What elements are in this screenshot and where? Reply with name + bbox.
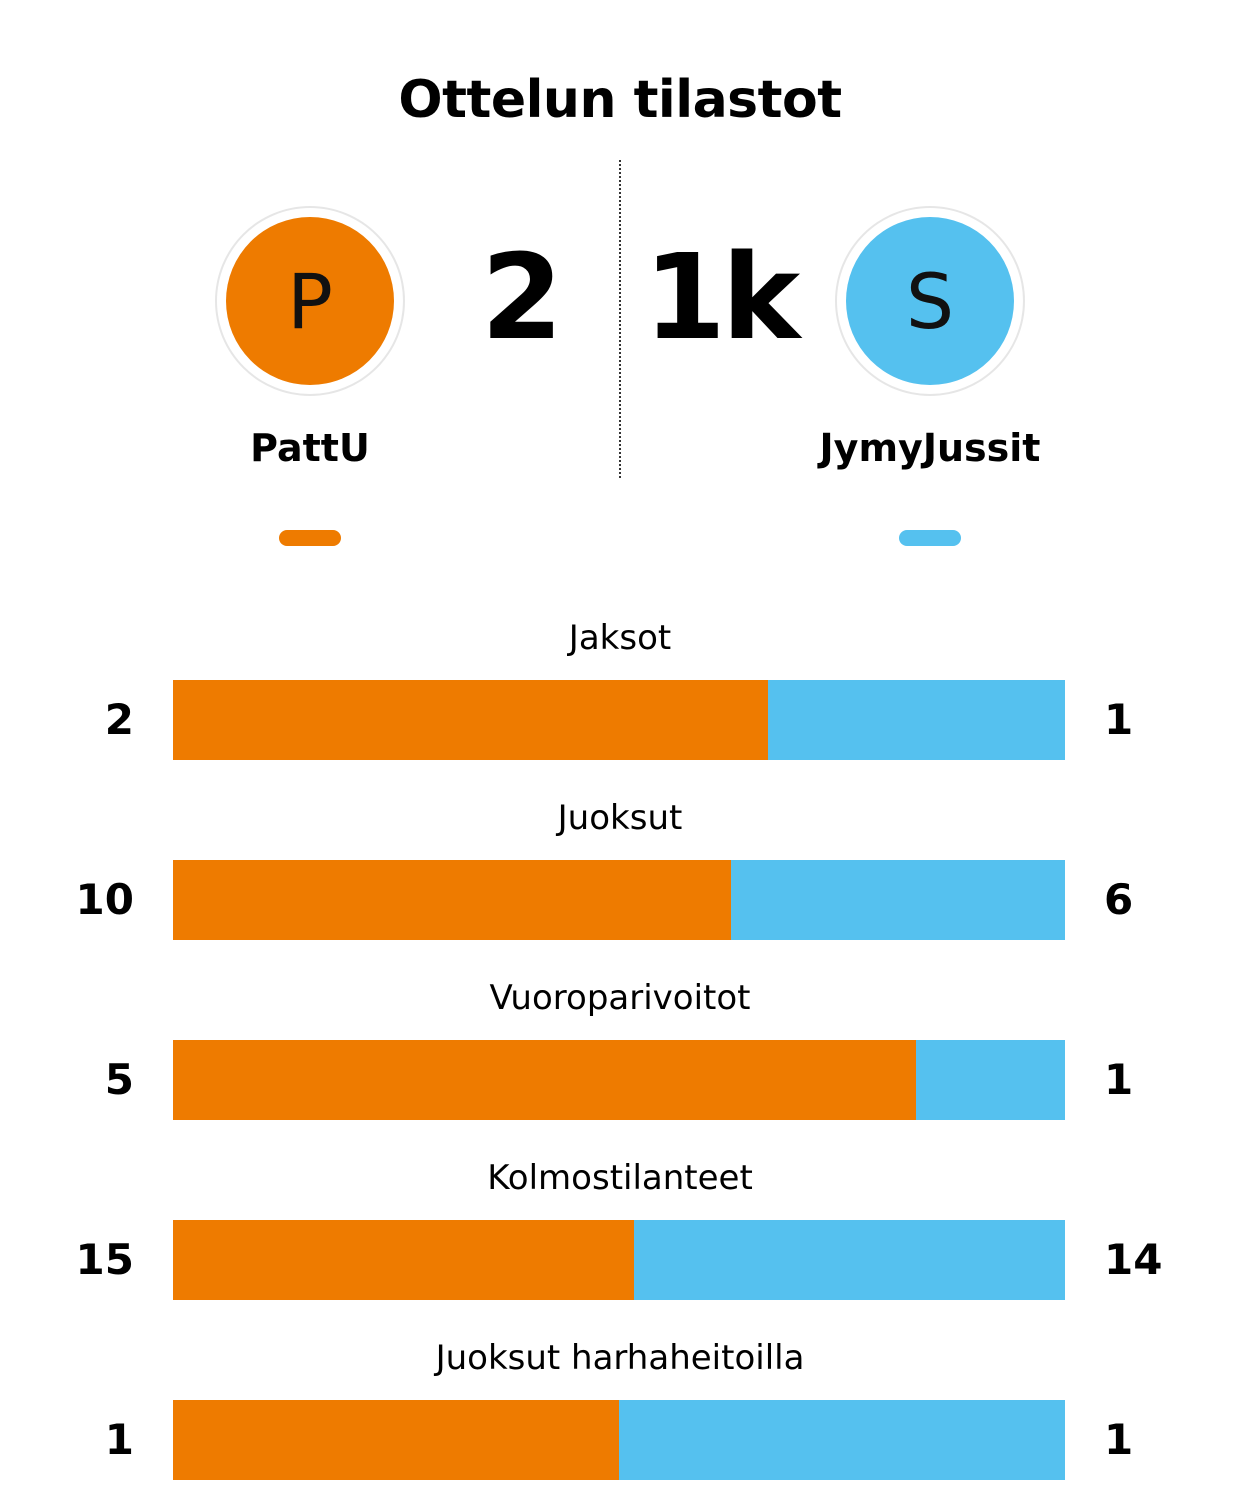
- home-bar-segment: [173, 1040, 916, 1120]
- home-stat-value: 5: [104, 1055, 134, 1104]
- home-team-logo: P: [217, 208, 403, 394]
- home-legend-swatch: [279, 530, 341, 546]
- away-bar-segment: [619, 1400, 1065, 1480]
- stat-row: Jaksot 2 1: [0, 600, 1240, 780]
- stats-chart: Jaksot 2 1 Juoksut 10 6 Vuoroparivoitot 5 1 Kolmo…: [0, 600, 1240, 1500]
- home-team-name: PattU: [250, 426, 370, 470]
- stat-label: Jaksot: [568, 618, 672, 658]
- away-stat-value: 6: [1104, 875, 1134, 924]
- stat-label: Kolmostilanteet: [487, 1158, 753, 1198]
- home-stat-value: 15: [75, 1235, 134, 1284]
- stat-bar: [173, 1040, 1065, 1120]
- stat-label: Juoksut harhaheitoilla: [435, 1338, 805, 1378]
- away-stat-value: 1: [1104, 695, 1134, 744]
- stat-bar: [173, 1400, 1065, 1480]
- away-legend-swatch: [899, 530, 961, 546]
- stat-row: Kolmostilanteet 15 14: [0, 1140, 1240, 1320]
- home-team-score: 2: [480, 228, 563, 366]
- away-team-logo: S: [837, 208, 1023, 394]
- away-bar-segment: [634, 1220, 1065, 1300]
- away-stat-value: 1: [1104, 1415, 1134, 1464]
- home-team-logo-letter: P: [226, 217, 394, 385]
- away-team-score: 1k: [643, 228, 801, 366]
- stat-bar: [173, 1220, 1065, 1300]
- home-stat-value: 2: [104, 695, 134, 744]
- stat-label: Vuoroparivoitot: [489, 978, 751, 1018]
- away-bar-segment: [916, 1040, 1065, 1120]
- chart-title: Ottelun tilastot: [398, 70, 842, 130]
- away-bar-segment: [731, 860, 1065, 940]
- away-stat-value: 1: [1104, 1055, 1134, 1104]
- home-bar-segment: [173, 1220, 634, 1300]
- home-bar-segment: [173, 1400, 619, 1480]
- away-team-logo-letter: S: [846, 217, 1014, 385]
- stat-bar: [173, 860, 1065, 940]
- center-divider: [619, 160, 621, 478]
- stat-row: Juoksut 10 6: [0, 780, 1240, 960]
- home-bar-segment: [173, 860, 731, 940]
- stat-row: Vuoroparivoitot 5 1: [0, 960, 1240, 1140]
- home-bar-segment: [173, 680, 768, 760]
- away-team-name: JymyJussit: [819, 426, 1041, 470]
- home-stat-value: 1: [104, 1415, 134, 1464]
- away-stat-value: 14: [1104, 1235, 1163, 1284]
- stat-bar: [173, 680, 1065, 760]
- away-bar-segment: [768, 680, 1065, 760]
- stat-row: Juoksut harhaheitoilla 1 1: [0, 1320, 1240, 1500]
- stat-label: Juoksut: [557, 798, 683, 838]
- home-stat-value: 10: [75, 875, 134, 924]
